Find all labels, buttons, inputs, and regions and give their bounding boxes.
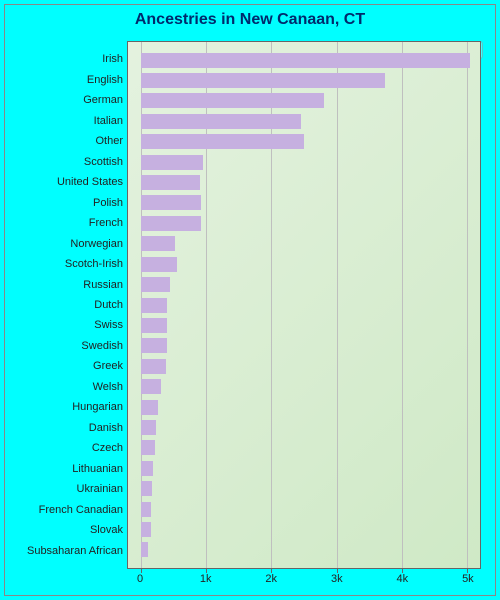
y-category-label: Russian xyxy=(83,279,123,291)
gridline xyxy=(467,42,468,568)
x-tick-label: 0 xyxy=(137,573,143,585)
y-category-label: Ukrainian xyxy=(77,483,123,495)
bar xyxy=(141,73,385,88)
y-category-label: German xyxy=(83,94,123,106)
y-category-label: Lithuanian xyxy=(72,463,123,475)
bar xyxy=(141,461,153,476)
bar xyxy=(141,175,200,190)
bar xyxy=(141,277,170,292)
y-category-label: Hungarian xyxy=(72,401,123,413)
y-category-label: French xyxy=(89,217,123,229)
gridline xyxy=(402,42,403,568)
y-category-label: United States xyxy=(57,176,123,188)
y-category-label: English xyxy=(87,74,123,86)
x-tick-label: 4k xyxy=(397,573,409,585)
bar xyxy=(141,522,151,537)
y-category-label: Subsaharan African xyxy=(27,545,123,557)
y-category-label: Dutch xyxy=(94,299,123,311)
bar xyxy=(141,93,324,108)
y-category-label: Slovak xyxy=(90,524,123,536)
x-tick-label: 1k xyxy=(200,573,212,585)
bar xyxy=(141,155,203,170)
bar xyxy=(141,400,158,415)
bar xyxy=(141,298,167,313)
y-category-label: Scotch-Irish xyxy=(65,258,123,270)
bar xyxy=(141,542,148,557)
bar xyxy=(141,318,167,333)
bar xyxy=(141,257,177,272)
plot-area xyxy=(127,41,481,569)
bar xyxy=(141,481,152,496)
bar xyxy=(141,114,301,129)
bar xyxy=(141,440,155,455)
x-tick-label: 3k xyxy=(331,573,343,585)
y-category-label: Polish xyxy=(93,197,123,209)
y-category-label: Welsh xyxy=(93,381,123,393)
chart-frame: Ancestries in New Canaan, CT City-Data.c… xyxy=(4,4,496,596)
x-axis-labels: 0 1k 2k 3k 4k 5k xyxy=(127,573,481,587)
bar xyxy=(141,195,201,210)
x-tick-label: 5k xyxy=(462,573,474,585)
y-category-label: Italian xyxy=(94,115,123,127)
bar xyxy=(141,53,470,68)
y-axis-labels: Irish English German Italian Other Scottish Un… xyxy=(5,41,123,569)
bar xyxy=(141,359,166,374)
y-category-label: Swedish xyxy=(81,340,123,352)
y-category-label: Norwegian xyxy=(70,238,123,250)
y-category-label: Irish xyxy=(102,53,123,65)
bar xyxy=(141,338,167,353)
page-outer: Ancestries in New Canaan, CT City-Data.c… xyxy=(0,0,500,600)
y-category-label: Czech xyxy=(92,442,123,454)
bar xyxy=(141,420,156,435)
y-category-label: Scottish xyxy=(84,156,123,168)
chart-title: Ancestries in New Canaan, CT xyxy=(5,11,495,29)
bar xyxy=(141,216,201,231)
gridline xyxy=(337,42,338,568)
bar xyxy=(141,379,161,394)
y-category-label: Other xyxy=(95,135,123,147)
bar xyxy=(141,236,175,251)
y-category-label: French Canadian xyxy=(39,504,123,516)
y-category-label: Greek xyxy=(93,360,123,372)
bar xyxy=(141,502,151,517)
y-category-label: Danish xyxy=(89,422,123,434)
bar xyxy=(141,134,304,149)
x-tick-label: 2k xyxy=(265,573,277,585)
y-category-label: Swiss xyxy=(94,319,123,331)
